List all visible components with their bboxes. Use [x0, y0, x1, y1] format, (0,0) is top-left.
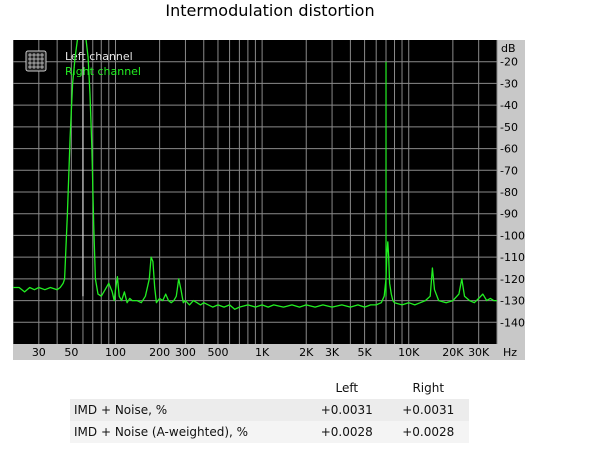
y-tick-label: -20 [500, 56, 518, 69]
x-tick-label: 1K [255, 346, 270, 359]
header-left: Left [306, 377, 388, 399]
y-tick-label: -30 [500, 77, 518, 90]
legend-entry: Right channel [65, 65, 141, 78]
header-label [70, 377, 307, 399]
table-row: IMD + Noise, % +0.0031 +0.0031 [70, 399, 469, 421]
row-left-value: +0.0031 [306, 399, 388, 421]
x-tick-label: 10K [398, 346, 420, 359]
y-tick-label: -120 [500, 273, 525, 286]
y-tick-label: -50 [500, 121, 518, 134]
row-label: IMD + Noise (A-weighted), % [70, 421, 307, 443]
legend-entry: Left channel [65, 50, 133, 63]
chart-title: Intermodulation distortion [165, 1, 375, 20]
series-line-right [13, 40, 497, 310]
row-right-value: +0.0031 [387, 399, 469, 421]
y-tick-label: -80 [500, 186, 518, 199]
table-header-row: Left Right [70, 377, 469, 399]
x-tick-label: 100 [105, 346, 126, 359]
header-right: Right [387, 377, 469, 399]
x-tick-label: 3K [325, 346, 340, 359]
x-tick-label: 200 [149, 346, 170, 359]
x-tick-label: 2K [299, 346, 314, 359]
row-left-value: +0.0028 [306, 421, 388, 443]
y-tick-label: -60 [500, 143, 518, 156]
results-table: Left Right IMD + Noise, % +0.0031 +0.003… [70, 377, 469, 443]
y-tick-label: -140 [500, 316, 525, 329]
y-tick-label: -100 [500, 229, 525, 242]
spectrum-chart: Left channel Right channel dB-20 -30 -40 -50 -… [13, 40, 525, 360]
x-tick-label: 30K [468, 346, 490, 359]
row-right-value: +0.0028 [387, 421, 469, 443]
x-tick-label: 20K [442, 346, 464, 359]
y-tick-label: -70 [500, 164, 518, 177]
x-tick-label: 5K [357, 346, 372, 359]
x-tick-label: 500 [207, 346, 228, 359]
x-axis-unit: Hz [503, 346, 517, 359]
y-tick-label: -110 [500, 251, 525, 264]
y-tick-label: -90 [500, 208, 518, 221]
x-tick-label: 50 [64, 346, 78, 359]
y-tick-label: -130 [500, 295, 525, 308]
legend-icon [25, 50, 47, 72]
table-row: IMD + Noise (A-weighted), % +0.0028 +0.0… [70, 421, 469, 443]
x-tick-label: 30 [32, 346, 46, 359]
row-label: IMD + Noise, % [70, 399, 307, 421]
y-axis-unit: dB [501, 42, 516, 55]
x-tick-label: 300 [175, 346, 196, 359]
y-tick-label: -40 [500, 99, 518, 112]
